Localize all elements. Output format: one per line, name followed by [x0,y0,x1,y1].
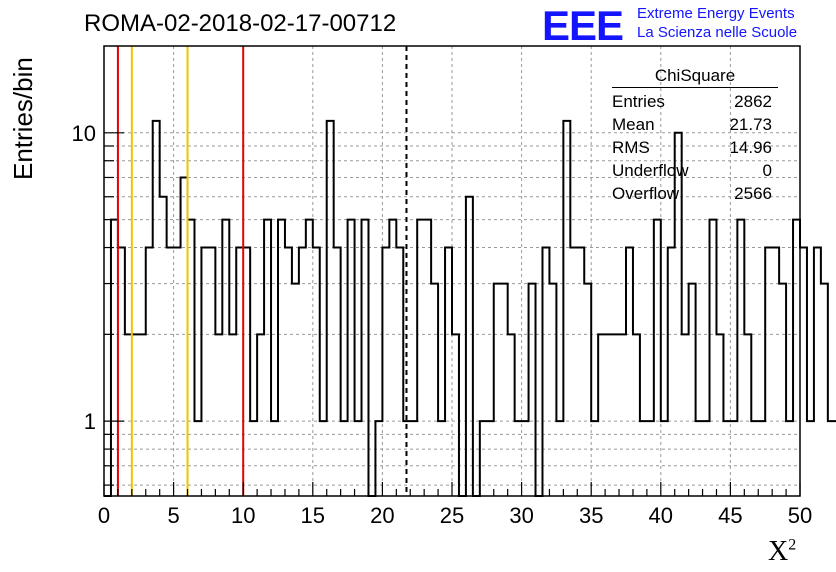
x-tick-label: 15 [301,503,325,528]
plot-title: ROMA-02-2018-02-17-00712 [84,10,397,37]
x-tick-label: 5 [167,503,179,528]
x-axis-label: X2 [768,536,796,568]
histogram-line [104,119,836,497]
stats-label: Mean [612,115,655,134]
logo-line-1: Extreme Energy Events [637,5,795,22]
stats-value: 14.96 [729,138,772,157]
stats-row-rms: RMS 14.96 [612,136,778,159]
stats-label: RMS [612,138,650,157]
x-tick-label: 25 [440,503,464,528]
eee-logo: EEE [542,2,624,49]
stats-value: 21.73 [729,115,772,134]
x-tick-label: 0 [98,503,110,528]
stats-value: 2862 [734,92,772,111]
stats-row-underflow: Underflow 0 [612,159,778,182]
y-tick-label: 1 [84,409,96,434]
x-tick-label: 20 [370,503,394,528]
reference-lines [116,46,408,496]
stats-row-entries: Entries 2862 [612,90,778,113]
x-axis-label-text: X [768,536,789,567]
histogram-series [104,119,836,497]
x-tick-label: 50 [788,503,812,528]
stats-label: Overflow [612,184,680,203]
logo-line-2: La Scienza nelle Scuole [637,24,798,41]
stats-value: 0 [762,161,772,180]
stats-label: Entries [612,92,665,111]
x-tick-label: 30 [509,503,533,528]
x-tick-label: 45 [718,503,742,528]
stats-box: ChiSquare Entries 2862 Mean 21.73 RMS 14… [612,66,778,205]
x-tick-label: 40 [649,503,673,528]
x-axis-label-sup: 2 [788,536,797,554]
stats-label: Underflow [612,161,689,180]
axes: 0 5 10 15 20 25 30 35 40 45 50 1 10 [72,121,813,528]
x-tick-label: 10 [231,503,255,528]
y-tick-label: 10 [72,121,96,146]
stats-value: 2566 [734,184,772,203]
stats-row-overflow: Overflow 2566 [612,182,778,205]
stats-row-mean: Mean 21.73 [612,113,778,136]
x-tick-label: 35 [579,503,603,528]
y-axis-label: Entries/bin [8,57,38,180]
logo-caption: Extreme Energy Events La Scienza nelle S… [637,4,797,42]
stats-title: ChiSquare [612,66,778,88]
